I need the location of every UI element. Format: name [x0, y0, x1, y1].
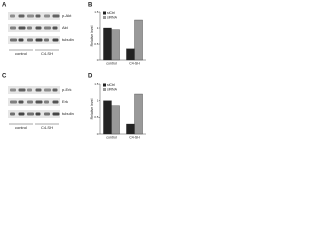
blot-strip	[8, 86, 60, 94]
group-label: control	[15, 125, 27, 130]
panel-label: C	[2, 74, 7, 80]
band	[10, 14, 15, 18]
y-tick-label: 0	[97, 58, 99, 62]
x-tick-label: control	[106, 61, 117, 65]
y-axis-label: Relative level	[90, 25, 94, 46]
band	[44, 14, 50, 18]
y-tick-label: 0	[97, 132, 99, 136]
bar	[126, 48, 135, 61]
bar	[103, 27, 112, 61]
bar	[126, 123, 135, 135]
band	[18, 112, 25, 116]
band	[10, 26, 16, 30]
row-label: p-Akt	[62, 13, 72, 18]
band	[27, 38, 33, 42]
row-label: Erk	[62, 99, 68, 104]
panel-label: B	[88, 3, 93, 9]
band	[27, 88, 32, 92]
bar	[103, 100, 112, 135]
row-label: tubulin	[62, 37, 74, 42]
x-tick-label: control	[106, 135, 117, 139]
band	[52, 100, 59, 104]
legend-label: siRNA	[107, 15, 118, 19]
row-label: tubulin	[62, 111, 74, 116]
blot-strip	[8, 98, 60, 106]
band	[44, 38, 49, 42]
band	[44, 100, 49, 104]
group-label: control	[15, 51, 27, 56]
band	[52, 26, 58, 30]
y-tick-label: 0.5	[94, 42, 99, 46]
blot-strip	[8, 24, 60, 32]
band	[10, 38, 17, 42]
y-tick-label: 1.5	[94, 10, 99, 14]
y-tick-label: 0.5	[94, 115, 99, 119]
figure: A B C D p-Akt Akt tubulin control C4-SH p-Erk…	[2, 3, 146, 139]
legend-swatch	[103, 11, 106, 15]
band	[18, 14, 25, 18]
band	[35, 38, 43, 42]
band	[18, 88, 26, 92]
band	[44, 26, 51, 30]
group-label: C4-SH	[41, 125, 53, 130]
group-label: C4-SH	[41, 51, 53, 56]
legend-swatch	[103, 83, 106, 87]
bar	[111, 105, 120, 135]
band	[52, 88, 58, 92]
legend-label: siRNA	[107, 87, 118, 91]
y-tick-label: 1	[97, 26, 99, 30]
blot-strip	[8, 36, 60, 44]
bar	[134, 19, 143, 61]
bar	[111, 29, 120, 61]
x-tick-label: C4-SH	[129, 61, 140, 65]
band	[18, 100, 24, 104]
band	[44, 112, 50, 116]
band	[18, 26, 26, 30]
legend-label: siCtrl	[107, 83, 115, 87]
panel-label: D	[88, 74, 93, 80]
legend-swatch	[103, 88, 106, 91]
band	[35, 100, 43, 104]
y-axis-label: Relative level	[90, 98, 94, 119]
band	[44, 88, 51, 92]
legend-label: siCtrl	[107, 11, 115, 15]
bar	[134, 93, 143, 135]
band	[18, 38, 24, 42]
band	[27, 26, 32, 30]
row-label: Akt	[62, 25, 69, 30]
x-tick-label: C4-SH	[129, 135, 140, 139]
band	[10, 100, 17, 104]
band	[27, 112, 34, 116]
band	[27, 14, 34, 18]
band	[10, 112, 15, 116]
band	[52, 14, 60, 18]
y-tick-label: 1.5	[94, 82, 99, 86]
band	[52, 112, 60, 116]
band	[10, 88, 16, 92]
legend-swatch	[103, 16, 106, 19]
band	[35, 14, 41, 18]
row-label: p-Erk	[62, 87, 72, 92]
band	[35, 26, 42, 30]
band	[27, 100, 33, 104]
panel-label: A	[2, 3, 7, 9]
band	[35, 88, 42, 92]
y-tick-label: 1	[97, 98, 99, 102]
band	[52, 38, 59, 42]
band	[35, 112, 41, 116]
